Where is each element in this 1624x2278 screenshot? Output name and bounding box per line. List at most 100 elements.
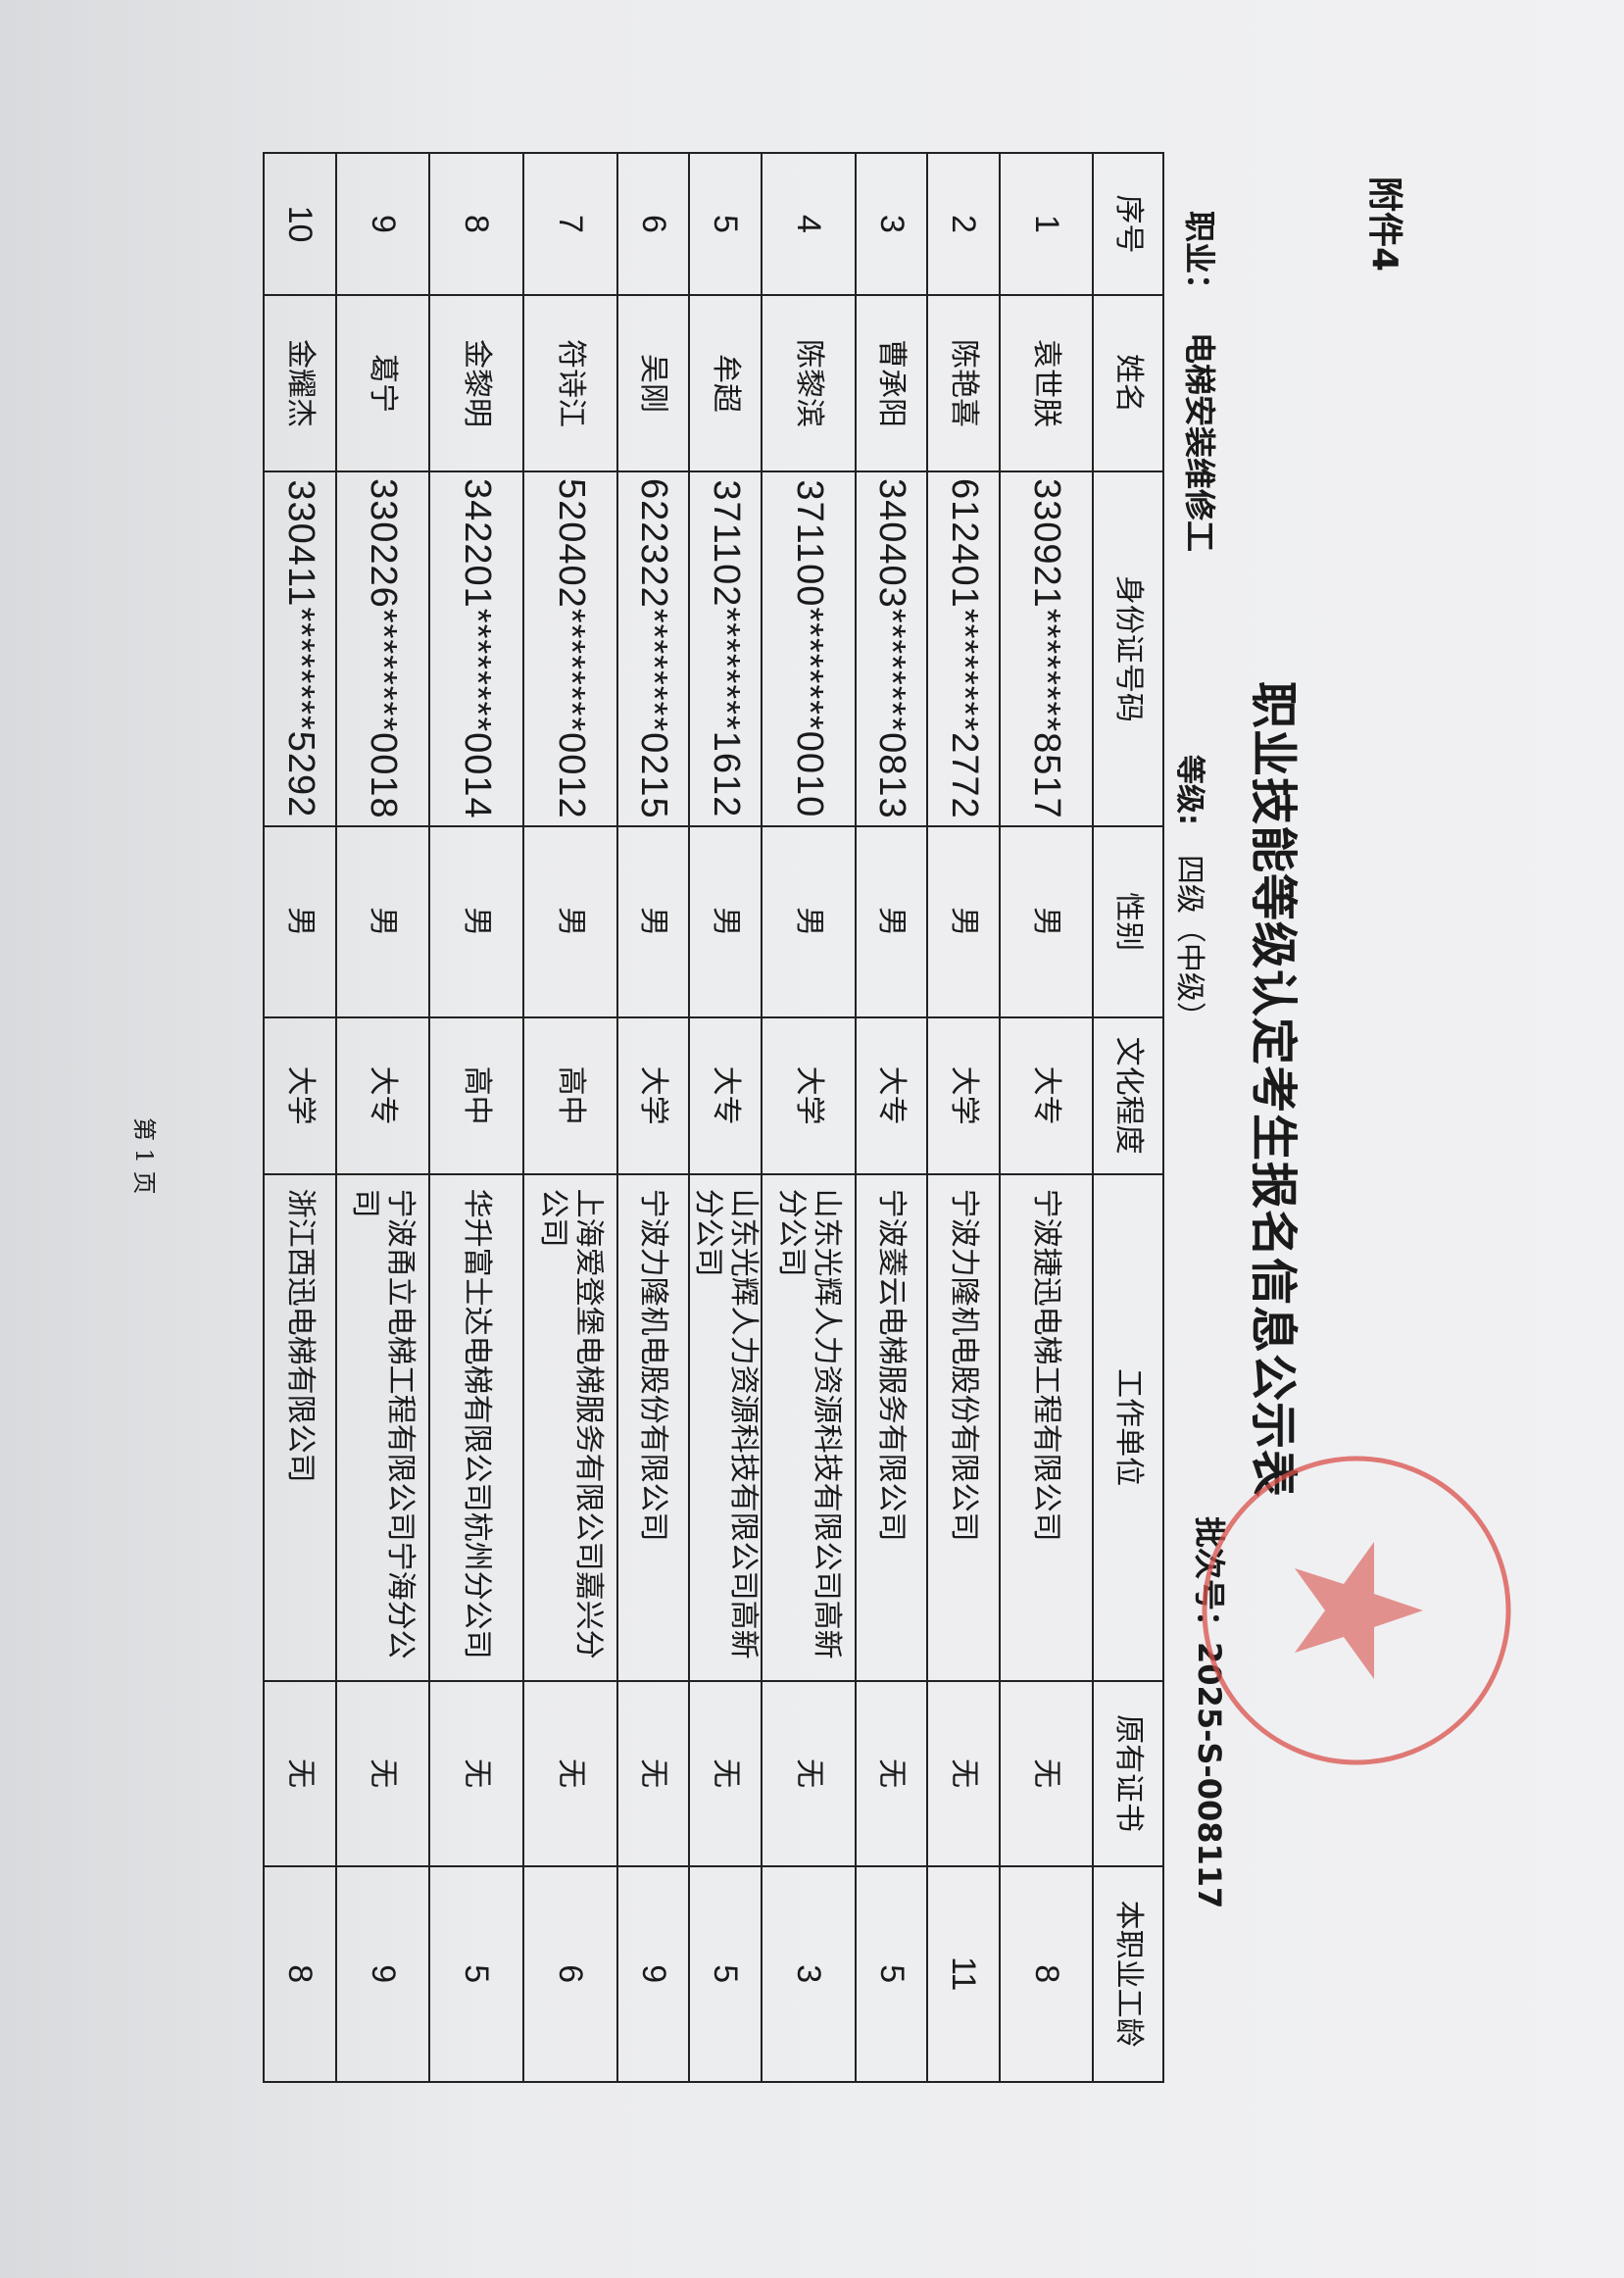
cell-name: 葛宁 xyxy=(336,295,429,471)
table-row: 6 吴刚 622322********0215 男大学 宁波力隆机电股份有限公司无 9 xyxy=(617,153,689,2082)
cell-education: 大学 xyxy=(927,1016,1000,1174)
cell-index: 5 xyxy=(689,153,762,295)
cell-index: 4 xyxy=(762,153,856,295)
column-header: 本职业工龄 xyxy=(1093,1865,1163,2082)
cell-id-number: 340403********0813 xyxy=(856,471,927,826)
cell-years: 9 xyxy=(617,1865,689,2082)
cell-gender: 男 xyxy=(617,825,689,1017)
cell-gender: 男 xyxy=(264,825,336,1017)
table-header-row: 序号 姓名 身份证号码 性别 文化程度 工作单位 原有证书 本职业工龄 xyxy=(1093,153,1163,2082)
cell-id-number: 330921********8517 xyxy=(1000,471,1093,826)
cell-id-number: 520402********0012 xyxy=(523,471,617,826)
cell-education: 大学 xyxy=(762,1016,856,1174)
cell-work-unit: 宁波甬立电梯工程有限公司宁海分公司 xyxy=(336,1173,429,1681)
attachment-label: 附件4 xyxy=(1364,176,1404,272)
cell-work-unit: 华升富士达电梯有限公司杭州分公司 xyxy=(429,1173,523,1681)
cell-work-unit: 上海爱登堡电梯服务有限公司嘉兴分公司 xyxy=(523,1173,617,1681)
cell-education: 大学 xyxy=(264,1016,336,1174)
cell-gender: 男 xyxy=(429,825,523,1017)
cell-work-unit: 山东光辉人力资源科技有限公司高新分公司 xyxy=(689,1173,762,1681)
table-row: 2 陈艳喜 612401********2772 男大学 宁波力隆机电股份有限公司无 11 xyxy=(927,153,1000,2082)
cell-name: 陈艳喜 xyxy=(927,295,1000,471)
column-header: 原有证书 xyxy=(1093,1680,1163,1866)
cell-gender: 男 xyxy=(523,825,617,1017)
cell-index: 7 xyxy=(523,153,617,295)
cell-certificate: 无 xyxy=(523,1680,617,1866)
cell-name: 金黎明 xyxy=(429,295,523,471)
cell-certificate: 无 xyxy=(429,1680,523,1866)
cell-education: 大专 xyxy=(856,1016,927,1174)
cell-years: 6 xyxy=(523,1865,617,2082)
cell-certificate: 无 xyxy=(1000,1680,1093,1866)
cell-years: 5 xyxy=(856,1865,927,2082)
cell-id-number: 342201********0014 xyxy=(429,471,523,826)
seal-ring xyxy=(1202,1456,1511,1765)
table-row: 8 金黎明 342201********0014 男高中 华升富士达电梯有限公司杭州分公… xyxy=(429,153,523,2082)
column-header: 工作单位 xyxy=(1093,1173,1163,1681)
cell-index: 1 xyxy=(1000,153,1093,295)
cell-years: 5 xyxy=(689,1865,762,2082)
cell-years: 8 xyxy=(264,1865,336,2082)
cell-work-unit: 宁波菱云电梯服务有限公司 xyxy=(856,1173,927,1681)
cell-gender: 男 xyxy=(927,825,1000,1017)
cell-years: 9 xyxy=(336,1865,429,2082)
cell-certificate: 无 xyxy=(264,1680,336,1866)
cell-name: 吴刚 xyxy=(617,295,689,471)
cell-gender: 男 xyxy=(689,825,762,1017)
column-header: 姓名 xyxy=(1093,295,1163,471)
cell-index: 3 xyxy=(856,153,927,295)
cell-gender: 男 xyxy=(856,825,927,1017)
cell-years: 3 xyxy=(762,1865,856,2082)
cell-work-unit: 浙江西迅电梯有限公司 xyxy=(264,1173,336,1681)
cell-id-number: 371102********1612 xyxy=(689,471,762,826)
column-header: 序号 xyxy=(1093,153,1163,295)
cell-education: 大专 xyxy=(336,1016,429,1174)
cell-education: 大专 xyxy=(689,1016,762,1174)
candidate-table: 序号 姓名 身份证号码 性别 文化程度 工作单位 原有证书 本职业工龄 1 袁世朕 330921*… xyxy=(263,152,1164,2083)
table-row: 1 袁世朕 330921********8517 男大专 宁波捷迅电梯工程有限公司无 8 xyxy=(1000,153,1093,2082)
cell-education: 高中 xyxy=(523,1016,617,1174)
cell-name: 金耀杰 xyxy=(264,295,336,471)
column-header: 文化程度 xyxy=(1093,1016,1163,1174)
cell-gender: 男 xyxy=(336,825,429,1017)
cell-years: 5 xyxy=(429,1865,523,2082)
table-row: 9 葛宁 330226********0018 男大专 宁波甬立电梯工程有限公司宁海分公… xyxy=(336,153,429,2082)
star-icon xyxy=(1295,1542,1423,1679)
cell-gender: 男 xyxy=(762,825,856,1017)
cell-id-number: 622322********0215 xyxy=(617,471,689,826)
cell-index: 6 xyxy=(617,153,689,295)
occupation-value: 电梯安装维修工 xyxy=(1181,332,1218,553)
cell-education: 高中 xyxy=(429,1016,523,1174)
cell-index: 10 xyxy=(264,153,336,295)
cell-name: 袁世朕 xyxy=(1000,295,1093,471)
column-header: 性别 xyxy=(1093,825,1163,1017)
cell-certificate: 无 xyxy=(336,1680,429,1866)
cell-work-unit: 宁波力隆机电股份有限公司 xyxy=(617,1173,689,1681)
level-value: 四级（中级） xyxy=(1172,855,1206,1031)
table-row: 7 符诗江 520402********0012 男高中 上海爱登堡电梯服务有限公司嘉兴… xyxy=(523,153,617,2082)
cell-id-number: 612401********2772 xyxy=(927,471,1000,826)
level-line: 等级: 四级（中级） xyxy=(1171,755,1214,1031)
table-row: 3 曹承阳 340403********0813 男大专 宁波菱云电梯服务有限公司无 5 xyxy=(856,153,927,2082)
cell-id-number: 330226********0018 xyxy=(336,471,429,826)
cell-certificate: 无 xyxy=(856,1680,927,1866)
cell-work-unit: 山东光辉人力资源科技有限公司高新分公司 xyxy=(762,1173,856,1681)
cell-work-unit: 宁波力隆机电股份有限公司 xyxy=(927,1173,1000,1681)
cell-work-unit: 宁波捷迅电梯工程有限公司 xyxy=(1000,1173,1093,1681)
cell-years: 11 xyxy=(927,1865,1000,2082)
cell-gender: 男 xyxy=(1000,825,1093,1017)
official-seal xyxy=(1202,1456,1511,1765)
cell-certificate: 无 xyxy=(617,1680,689,1866)
table-row: 10 金耀杰 330411********5292 男大学 浙江西迅电梯有限公司无 8 xyxy=(264,153,336,2082)
cell-name: 陈黎滨 xyxy=(762,295,856,471)
level-label: 等级: xyxy=(1172,755,1206,825)
cell-certificate: 无 xyxy=(762,1680,856,1866)
column-header: 身份证号码 xyxy=(1093,471,1163,826)
cell-id-number: 371100********0010 xyxy=(762,471,856,826)
cell-index: 8 xyxy=(429,153,523,295)
table-row: 5 牟超 371102********1612 男大专 山东光辉人力资源科技有限公司高新… xyxy=(689,153,762,2082)
page-title: 职业技能等级认定考生报名信息公示表 xyxy=(1246,681,1301,1499)
cell-index: 9 xyxy=(336,153,429,295)
cell-years: 8 xyxy=(1000,1865,1093,2082)
